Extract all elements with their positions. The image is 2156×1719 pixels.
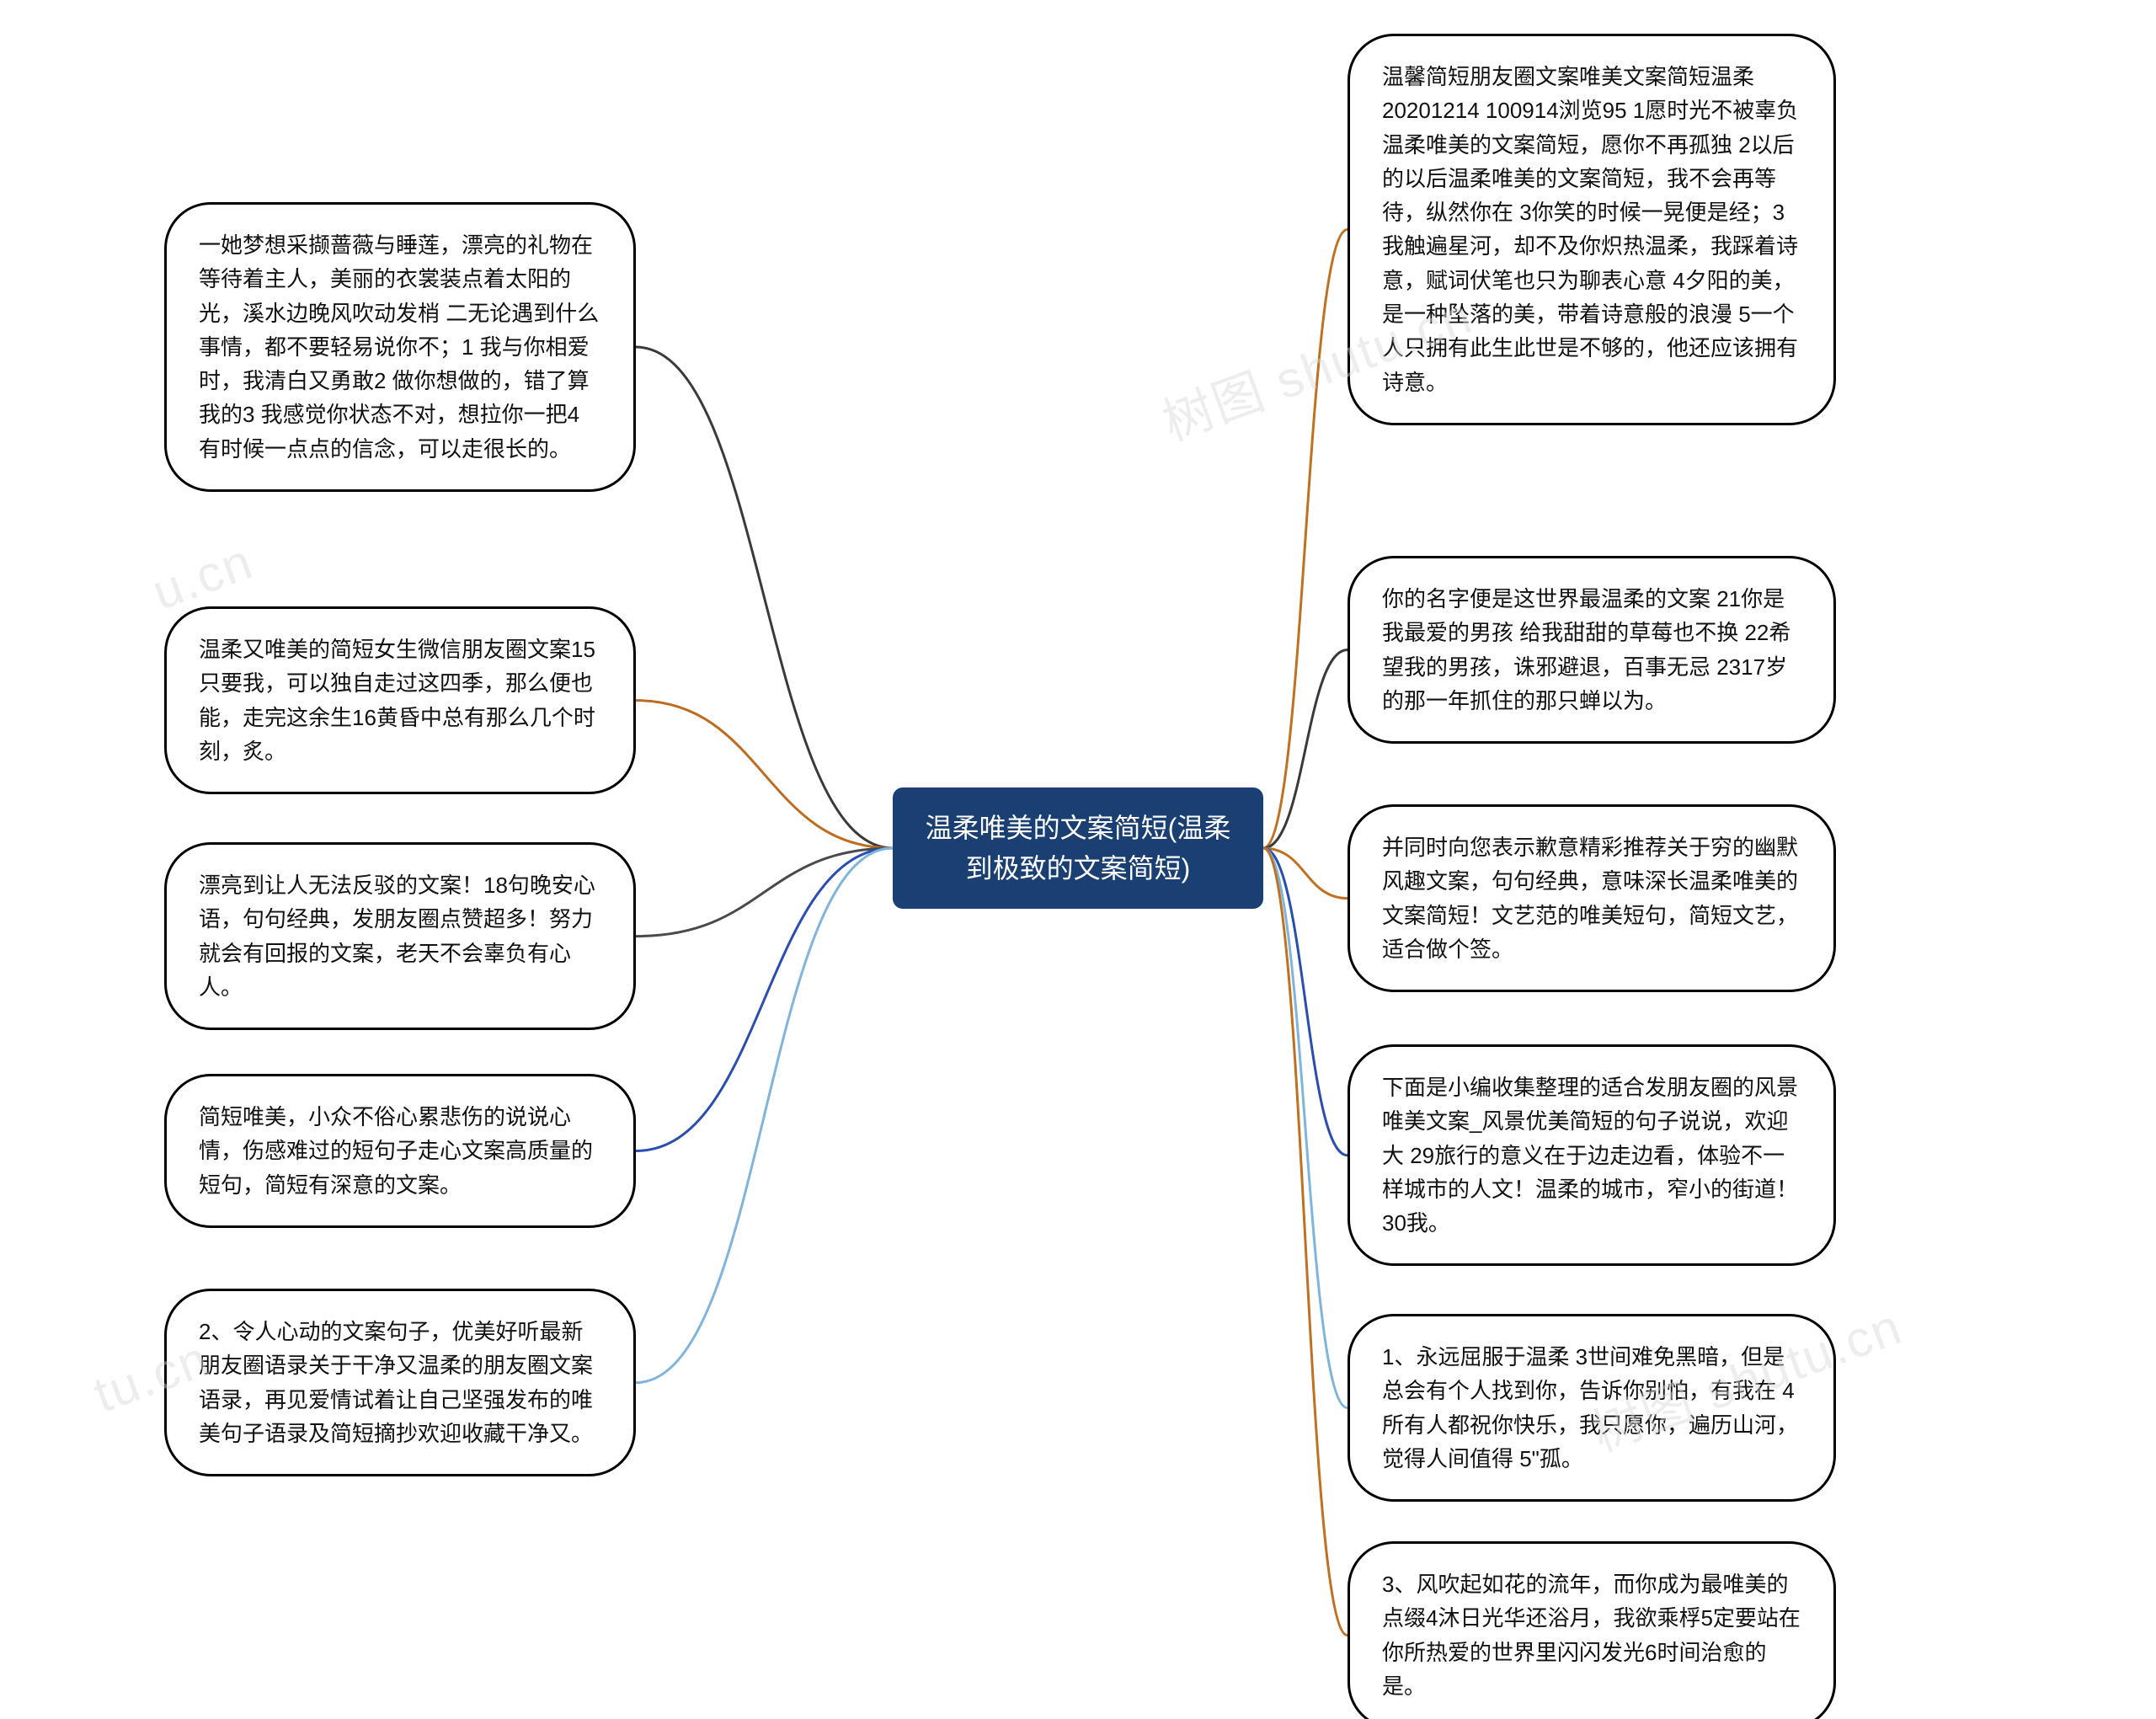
leaf-node-R1: 温馨简短朋友圈文案唯美文案简短温柔 20201214 100914浏览95 1愿… [1348,34,1836,425]
leaf-node-L1: 一她梦想采撷蔷薇与睡莲，漂亮的礼物在等待着主人，美丽的衣裳装点着太阳的光，溪水边… [164,202,636,492]
center-node-text: 温柔唯美的文案简短(温柔到极致的文案简短) [926,813,1231,884]
leaf-text: 一她梦想采撷蔷薇与睡莲，漂亮的礼物在等待着主人，美丽的衣裳装点着太阳的光，溪水边… [199,232,599,462]
leaf-node-L4: 简短唯美，小众不俗心累悲伤的说说心情，伤感难过的短句子走心文案高质量的短句，简短… [164,1074,636,1228]
leaf-node-L2: 温柔又唯美的简短女生微信朋友圈文案15只要我，可以独自走过这四季，那么便也能，走… [164,606,636,794]
leaf-node-R4: 下面是小编收集整理的适合发朋友圈的风景唯美文案_风景优美简短的句子说说，欢迎大 … [1348,1044,1836,1266]
leaf-node-R2: 你的名字便是这世界最温柔的文案 21你是我最爱的男孩 给我甜甜的草莓也不换 22… [1348,556,1836,744]
leaf-node-L5: 2、令人心动的文案句子，优美好听最新朋友圈语录关于干净又温柔的朋友圈文案语录，再… [164,1289,636,1476]
leaf-node-R5: 1、永远屈服于温柔 3世间难免黑暗，但是总会有个人找到你，告诉你别怕，有我在 4… [1348,1314,1836,1502]
leaf-text: 你的名字便是这世界最温柔的文案 21你是我最爱的男孩 给我甜甜的草莓也不换 22… [1382,586,1790,713]
center-node: 温柔唯美的文案简短(温柔到极致的文案简短) [893,787,1263,909]
leaf-text: 简短唯美，小众不俗心累悲伤的说说心情，伤感难过的短句子走心文案高质量的短句，简短… [199,1104,593,1198]
leaf-text: 3、风吹起如花的流年，而你成为最唯美的点缀4沐日光华还浴月，我欲乘桴5定要站在你… [1382,1572,1801,1699]
leaf-text: 2、令人心动的文案句子，优美好听最新朋友圈语录关于干净又温柔的朋友圈文案语录，再… [199,1319,593,1446]
leaf-text: 1、永远屈服于温柔 3世间难免黑暗，但是总会有个人找到你，告诉你别怕，有我在 4… [1382,1344,1798,1471]
leaf-text: 温馨简短朋友圈文案唯美文案简短温柔 20201214 100914浏览95 1愿… [1382,64,1798,395]
leaf-node-R6: 3、风吹起如花的流年，而你成为最唯美的点缀4沐日光华还浴月，我欲乘桴5定要站在你… [1348,1541,1836,1719]
leaf-text: 并同时向您表示歉意精彩推荐关于穷的幽默风趣文案，句句经典，意味深长温柔唯美的文案… [1382,835,1798,962]
leaf-text: 漂亮到让人无法反驳的文案！18句晚安心语，句句经典，发朋友圈点赞超多！努力就会有… [199,873,595,1000]
leaf-text: 下面是小编收集整理的适合发朋友圈的风景唯美文案_风景优美简短的句子说说，欢迎大 … [1382,1075,1798,1236]
leaf-text: 温柔又唯美的简短女生微信朋友圈文案15只要我，可以独自走过这四季，那么便也能，走… [199,637,595,764]
leaf-node-R3: 并同时向您表示歉意精彩推荐关于穷的幽默风趣文案，句句经典，意味深长温柔唯美的文案… [1348,804,1836,992]
leaf-node-L3: 漂亮到让人无法反驳的文案！18句晚安心语，句句经典，发朋友圈点赞超多！努力就会有… [164,842,636,1030]
